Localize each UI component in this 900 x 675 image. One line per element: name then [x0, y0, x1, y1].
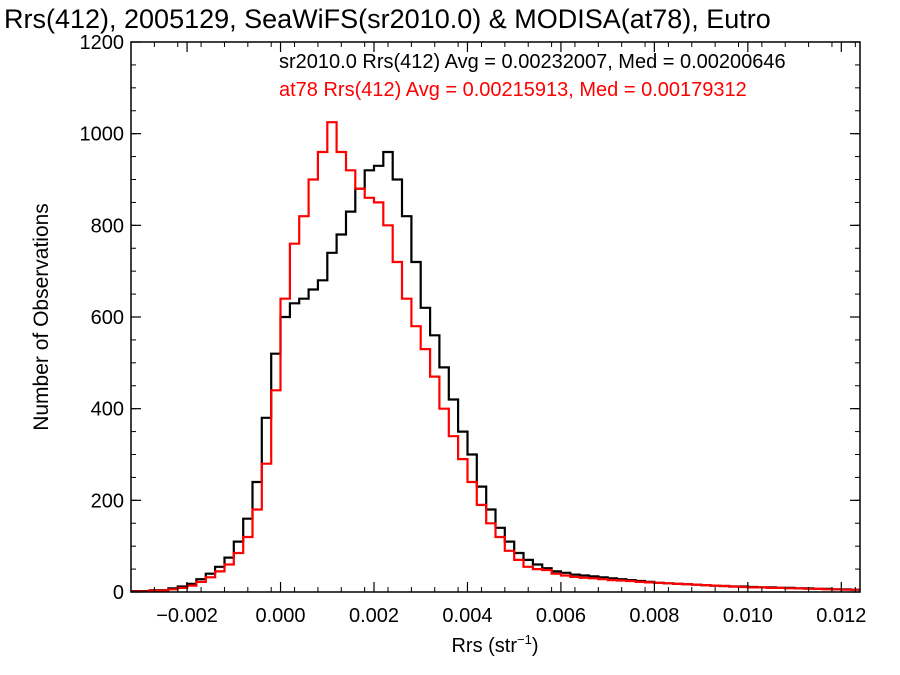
x-tick-label: 0.010 — [723, 605, 773, 627]
x-tick-label: 0.002 — [349, 605, 399, 627]
y-axis-label: Number of Observations — [30, 203, 53, 431]
x-tick-label: 0.008 — [629, 605, 679, 627]
y-tick-label: 400 — [91, 399, 124, 421]
chart-title: Rrs(412), 2005129, SeaWiFS(sr2010.0) & M… — [4, 4, 771, 34]
y-tick-label: 600 — [91, 307, 124, 329]
x-axis-label-superscript: −1 — [517, 632, 532, 647]
y-tick-label: 1200 — [80, 32, 125, 54]
x-axis-label: Rrs (str−1) — [451, 632, 538, 657]
legend-entry-sr2010: sr2010.0 Rrs(412) Avg = 0.00232007, Med … — [279, 51, 786, 73]
series-line-at78 — [131, 121, 860, 592]
legend-entry-at78: at78 Rrs(412) Avg = 0.00215913, Med = 0.… — [279, 79, 747, 101]
y-tick-label: 200 — [91, 490, 124, 512]
x-tick-label: −0.002 — [156, 605, 218, 627]
x-axis-ticks: −0.002 0.000 0.002 0.004 0.006 0.008 0.010 0.01… — [130, 42, 866, 627]
x-tick-label: 0.004 — [442, 605, 492, 627]
y-tick-label: 800 — [91, 215, 124, 237]
y-tick-label: 0 — [113, 582, 124, 604]
y-tick-label: 1000 — [80, 124, 125, 146]
x-tick-label: 0.006 — [536, 605, 586, 627]
series-line-sr2010 — [131, 150, 860, 592]
series-layer — [131, 121, 860, 592]
x-tick-label: 0.000 — [256, 605, 306, 627]
y-axis-ticks: 0 200 400 600 800 1000 1200 — [80, 32, 860, 604]
x-tick-label: 0.012 — [816, 605, 866, 627]
